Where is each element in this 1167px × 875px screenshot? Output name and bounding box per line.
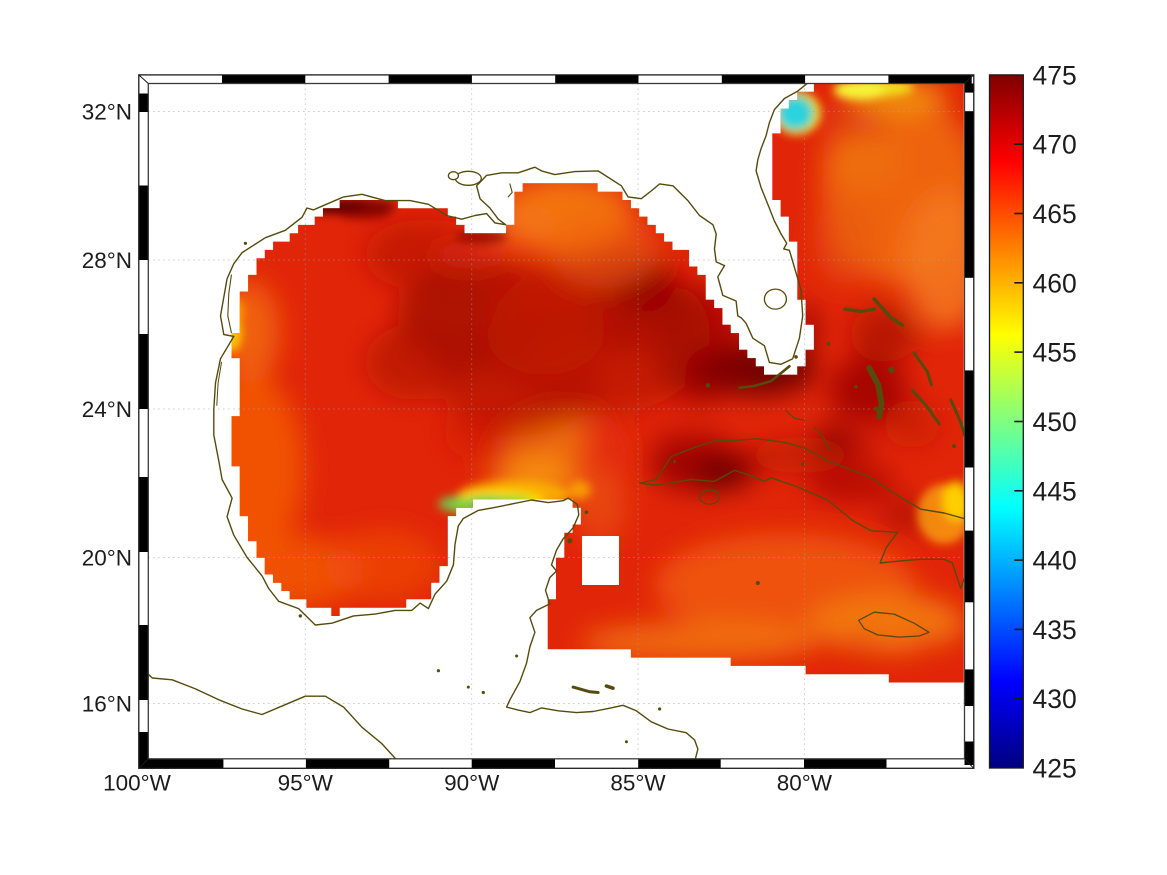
- svg-text:455: 455: [1033, 338, 1077, 368]
- svg-text:445: 445: [1033, 476, 1077, 506]
- svg-text:430: 430: [1033, 684, 1077, 714]
- svg-text:460: 460: [1033, 268, 1077, 298]
- svg-text:85°W: 85°W: [610, 771, 666, 796]
- svg-text:475: 475: [1033, 60, 1077, 90]
- svg-text:440: 440: [1033, 546, 1077, 576]
- svg-text:16°N: 16°N: [82, 692, 132, 717]
- svg-text:32°N: 32°N: [82, 100, 132, 125]
- svg-text:435: 435: [1033, 615, 1077, 645]
- svg-text:24°N: 24°N: [82, 397, 132, 422]
- svg-text:90°W: 90°W: [444, 771, 500, 796]
- svg-text:80°W: 80°W: [777, 771, 833, 796]
- svg-text:95°W: 95°W: [278, 771, 334, 796]
- svg-text:465: 465: [1033, 199, 1077, 229]
- svg-text:20°N: 20°N: [82, 546, 132, 571]
- svg-text:100°W: 100°W: [103, 771, 172, 796]
- svg-text:470: 470: [1033, 130, 1077, 160]
- svg-text:425: 425: [1033, 754, 1077, 784]
- svg-text:28°N: 28°N: [82, 248, 132, 273]
- svg-text:450: 450: [1033, 407, 1077, 437]
